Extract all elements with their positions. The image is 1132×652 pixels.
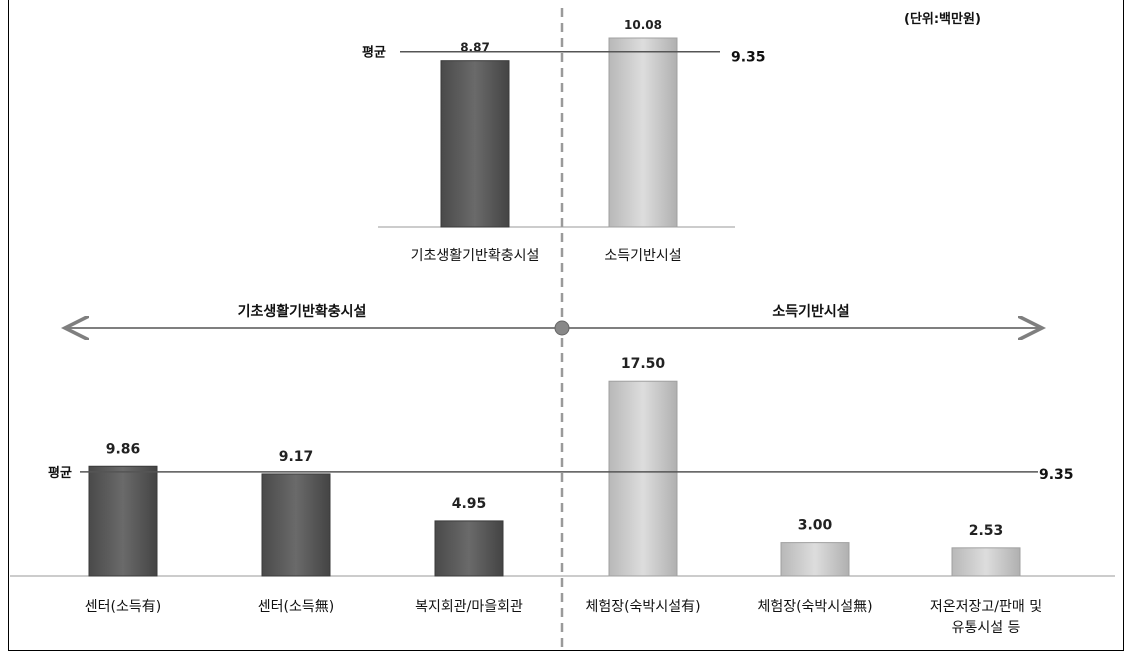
bottom-value-label: 9.17 [279, 449, 314, 465]
bottom-value-label: 2.53 [969, 523, 1004, 539]
bottom-category-label: 센터(소득有) [85, 599, 161, 615]
bottom-value-label: 3.00 [798, 518, 833, 534]
bottom-category-label: 복지회관/마을회관 [415, 599, 523, 615]
bottom-bar [434, 520, 504, 577]
top-category-label: 기초생활기반확충시설 [411, 248, 540, 264]
unit-label: (단위:백만원) [904, 12, 981, 27]
bottom-category-label: 체험장(숙박시설無) [757, 599, 872, 615]
bottom-value-label: 17.50 [621, 356, 666, 372]
bottom-category-label: 센터(소득無) [258, 599, 334, 615]
top-average-label: 평균 [362, 45, 386, 61]
right-group-label: 소득기반시설 [772, 303, 849, 320]
top-value-label: 10.08 [624, 18, 662, 32]
bottom-bar [261, 473, 331, 577]
arrow-center-dot [554, 320, 570, 336]
top-category-label: 소득기반시설 [604, 248, 681, 264]
top-bar [608, 37, 678, 228]
chart-frame [8, 0, 1124, 651]
top-value-label: 8.87 [460, 41, 490, 55]
bottom-category-label: 저온저장고/판매 및 [930, 599, 1042, 615]
bottom-category-label: 유통시설 등 [952, 620, 1021, 636]
top-bar [440, 60, 510, 228]
bottom-bar [608, 380, 678, 577]
bottom-bar [88, 465, 158, 577]
bottom-value-label: 4.95 [452, 496, 487, 512]
left-group-label: 기초생활기반확충시설 [238, 303, 367, 320]
top-average-value: 9.35 [731, 50, 766, 66]
bottom-value-label: 9.86 [106, 441, 141, 457]
bottom-average-label: 평균 [48, 465, 72, 481]
bottom-average-value: 9.35 [1039, 467, 1074, 483]
bottom-bar [780, 542, 850, 577]
bottom-bar [951, 547, 1021, 577]
bottom-category-label: 체험장(숙박시설有) [585, 599, 700, 615]
